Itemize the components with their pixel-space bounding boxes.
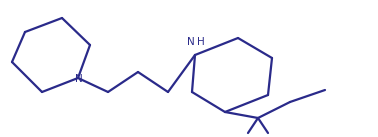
Text: H: H — [197, 37, 205, 47]
Text: N: N — [187, 37, 195, 47]
Text: N: N — [75, 74, 83, 84]
